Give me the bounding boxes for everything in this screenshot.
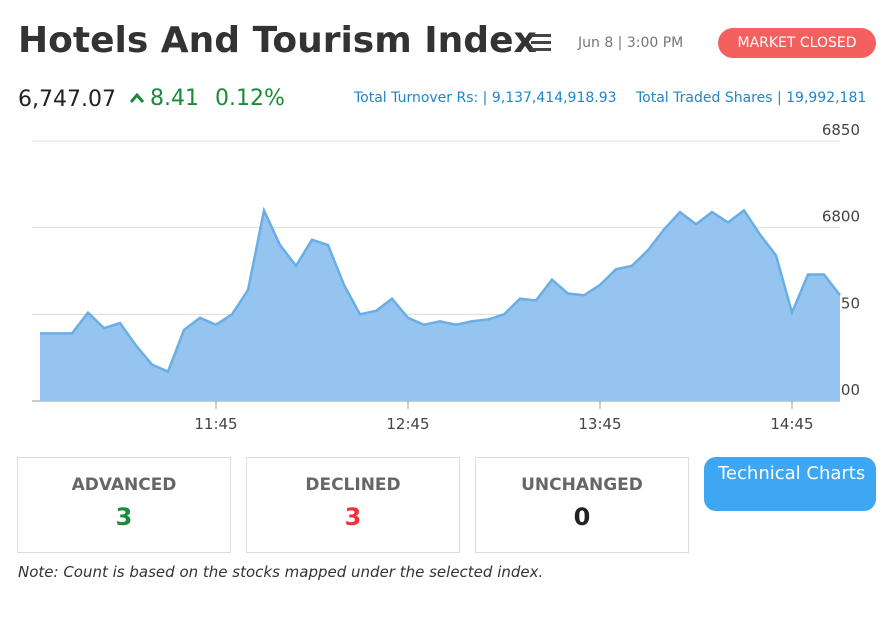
turnover: Total Turnover Rs: | 9,137,414,918.93	[354, 90, 617, 106]
count-value: 3	[115, 503, 133, 531]
area	[40, 210, 840, 401]
count-value: 0	[573, 503, 591, 531]
market-status: MARKET CLOSED	[718, 28, 876, 58]
line	[40, 206, 841, 374]
note: Note: Count is based on the stocks mappe…	[18, 563, 544, 581]
datetime: Jun 8 | 3:00 PM	[578, 35, 684, 51]
traded-shares: Total Traded Shares | 19,992,181	[636, 90, 867, 106]
count-label: UNCHANGED	[521, 475, 643, 495]
menu-icon[interactable]	[531, 33, 551, 53]
count-label: ADVANCED	[71, 475, 177, 495]
change: 8.41	[150, 86, 199, 111]
x-tick-label: 13:45	[578, 415, 621, 433]
change-percent: 0.12%	[215, 86, 285, 111]
y-tick-label: 6850	[822, 121, 860, 139]
up-arrow	[129, 92, 145, 103]
x-tick-label: 14:45	[770, 415, 813, 433]
index-value: 6,747.07	[18, 87, 116, 112]
count-value: 3	[344, 503, 362, 531]
y-tick-label: 6800	[822, 208, 860, 226]
count-label: DECLINED	[305, 475, 401, 495]
x-tick-label: 11:45	[194, 415, 237, 433]
technical-charts-button[interactable]: Technical Charts	[704, 457, 876, 511]
count-card: ADVANCED 3	[17, 457, 231, 553]
x-tick-label: 12:45	[386, 415, 429, 433]
count-card: UNCHANGED 0	[475, 457, 689, 553]
count-card: DECLINED 3	[246, 457, 460, 553]
title: Hotels And Tourism Index	[18, 20, 537, 61]
